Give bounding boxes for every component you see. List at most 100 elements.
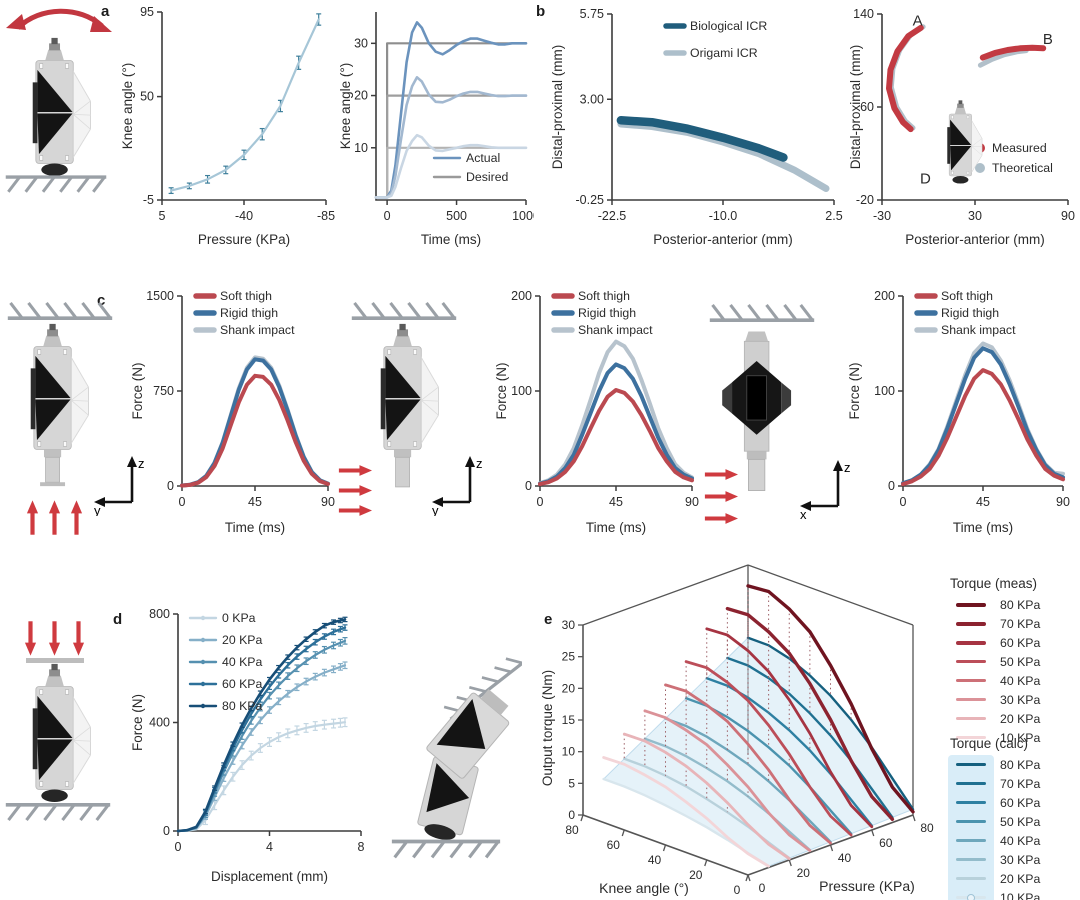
pressure-tick-label: 20 bbox=[797, 866, 811, 880]
legend: 0 KPa 20 KPa 40 KPa 60 KPa 80 KPa bbox=[188, 611, 262, 713]
x-tick-label: 5 bbox=[159, 209, 166, 223]
legend-label: Shank impact bbox=[220, 323, 295, 337]
y-tick-label: 5.75 bbox=[580, 7, 604, 21]
y-tick-label: 30 bbox=[354, 36, 368, 50]
drop-lines bbox=[623, 585, 852, 813]
legend-swatch bbox=[948, 793, 994, 812]
series-soft-thigh bbox=[538, 388, 694, 487]
y-tick-label: 0 bbox=[167, 479, 174, 493]
y-tick-label: 20 bbox=[354, 89, 368, 103]
legend-label: 60 KPa bbox=[222, 677, 262, 691]
legend-label: Shank impact bbox=[941, 323, 1016, 337]
tick bbox=[580, 814, 584, 822]
annotation-A: A bbox=[913, 13, 923, 30]
series-line bbox=[977, 48, 1029, 68]
series-A-measured bbox=[886, 24, 924, 133]
legend-item-20-kpa: 20 KPa bbox=[948, 869, 1080, 888]
chart-impact-force-vertical: 0 45 90 0 750 1500 Time (ms) Force (N) Soft thig… bbox=[128, 282, 340, 549]
series-line bbox=[616, 116, 788, 162]
series-line bbox=[170, 18, 320, 192]
y-tick-label: 400 bbox=[149, 716, 170, 730]
panel-label-a: a bbox=[101, 3, 110, 20]
circle-marker-icon bbox=[967, 893, 975, 900]
series-line bbox=[374, 21, 528, 199]
chart-svg-a1: 5 -40 -85 -5 50 95 Pressure (KPa) Knee angle (°… bbox=[120, 5, 335, 247]
knee-tick-label: 80 bbox=[565, 823, 579, 837]
legend-item-10-kpa: 10 KPa bbox=[948, 728, 1080, 747]
legend-label: Rigid thigh bbox=[941, 306, 999, 320]
ground-hatch-icon bbox=[3, 802, 113, 822]
robot-knee-swing-illustration bbox=[3, 8, 112, 194]
x-tick-label: 0 bbox=[537, 495, 544, 509]
x-tick-label: -22.5 bbox=[598, 209, 627, 223]
legend-label: 30 KPa bbox=[1000, 692, 1041, 707]
legend-item-30-kpa: 30 KPa bbox=[948, 850, 1080, 869]
meas-curve-40kpa bbox=[664, 683, 832, 845]
meas-curve-50kpa bbox=[684, 660, 853, 837]
legend-torque-measured: Torque (meas) 80 KPa 70 KPa 60 KPa 50 KPa 40… bbox=[948, 576, 1080, 747]
axes-spines bbox=[161, 12, 326, 201]
legend-swatch-line bbox=[956, 839, 986, 842]
knee-tick-label: 20 bbox=[689, 868, 703, 882]
legend-item-80-kpa: 80 KPa bbox=[948, 595, 1080, 614]
calc-curve-70kpa bbox=[726, 656, 894, 819]
axes-triad-zy: z y bbox=[94, 456, 145, 516]
legend-swatch bbox=[948, 728, 994, 747]
legend-item-30-kpa: 30 KPa bbox=[948, 690, 1080, 709]
meas-curves bbox=[602, 584, 915, 868]
chart-svg-c3: 0 45 90 0 100 200 Time (ms) Force (N) Soft thigh… bbox=[847, 289, 1070, 535]
series-line bbox=[374, 133, 528, 199]
x-axis: 0 45 90 bbox=[900, 486, 1070, 509]
legend-swatch-line bbox=[956, 801, 986, 804]
legend-swatch-line bbox=[956, 660, 986, 663]
legend-label: 20 KPa bbox=[222, 633, 262, 647]
box-edge bbox=[747, 564, 914, 626]
chart-force-vs-displacement: 0 4 8 0 400 800 Displacement (mm) Force (N) 0 KP… bbox=[128, 598, 373, 898]
series-line bbox=[886, 24, 924, 133]
meas-curve-30kpa bbox=[643, 709, 812, 852]
legend-label: 80 KPa bbox=[1000, 757, 1041, 772]
z-tick-label: 25 bbox=[562, 650, 576, 664]
legend-title: Torque (meas) bbox=[950, 576, 1038, 591]
y-axis-label: Knee angle (°) bbox=[338, 63, 353, 149]
legend-item-50-kpa: 50 KPa bbox=[948, 812, 1080, 831]
axis-letter-z: z bbox=[844, 460, 851, 475]
y-axis: 0 750 1500 bbox=[146, 289, 182, 493]
series-biological-icr bbox=[616, 116, 788, 162]
z-tick-label: 30 bbox=[562, 618, 576, 632]
legend-item-70-kpa: 70 KPa bbox=[948, 614, 1080, 633]
x-tick-label: 90 bbox=[685, 495, 699, 509]
legend-swatch bbox=[948, 850, 994, 869]
y-axis: 0 400 800 bbox=[149, 607, 178, 838]
legend-item-20-kpa: 20 KPa bbox=[948, 709, 1080, 728]
x-tick-label: -30 bbox=[873, 209, 891, 223]
knee-tick-label: 40 bbox=[648, 853, 662, 867]
robot-leg-side-icon bbox=[32, 37, 91, 176]
legend-label: 40 KPa bbox=[1000, 673, 1041, 688]
legend-item-60-kpa: 60 KPa bbox=[948, 793, 1080, 812]
legend-item-40-kpa: 40 KPa bbox=[948, 831, 1080, 850]
legend-swatch bbox=[948, 709, 994, 728]
legend-swatch bbox=[948, 755, 994, 774]
y-axis: -20 60 140 bbox=[853, 7, 882, 207]
legend-swatch-line bbox=[956, 782, 986, 785]
legend-label: 0 KPa bbox=[222, 611, 256, 625]
series-line bbox=[901, 368, 1065, 487]
legend-label: 10 KPa bbox=[1000, 890, 1041, 900]
y-axis: 0 100 200 bbox=[874, 289, 903, 493]
series-knee-angle bbox=[168, 13, 322, 195]
impact-arrows-up-icon bbox=[27, 500, 82, 534]
legend-label: Measured bbox=[992, 141, 1047, 155]
x-tick-label: 0 bbox=[179, 495, 186, 509]
legend-marker bbox=[200, 659, 206, 665]
y-tick-label: -5 bbox=[143, 193, 154, 207]
legend-swatch-line bbox=[956, 820, 986, 823]
x-tick-label: 90 bbox=[1061, 209, 1075, 223]
legend-label: Origami ICR bbox=[690, 46, 758, 60]
y-tick-label: 3.00 bbox=[580, 92, 604, 106]
panel-label-b: b bbox=[536, 3, 546, 20]
legend-swatch bbox=[948, 671, 994, 690]
legend-swatch-line bbox=[956, 698, 986, 701]
torque-axis-label: Output torque (Nm) bbox=[540, 670, 555, 786]
x-axis-label: Posterior-anterior (mm) bbox=[653, 232, 793, 247]
